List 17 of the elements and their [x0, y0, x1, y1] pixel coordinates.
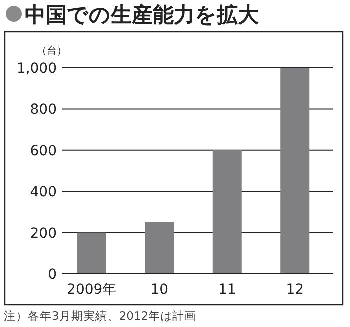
- y-tick-label: 800: [30, 102, 57, 118]
- y-tick-label: 0: [48, 267, 57, 283]
- chart-title: 中国での生産能力を拡大: [25, 3, 260, 27]
- bar: [77, 232, 106, 274]
- text: 注）各年3月期実績、2012年は計画: [4, 309, 197, 323]
- y-tick-label: 1,000: [16, 61, 57, 77]
- y-tick-label: 400: [30, 184, 57, 201]
- y-axis-title: （台）: [37, 45, 67, 57]
- x-tick-label: 12: [286, 282, 304, 298]
- bar: [145, 222, 174, 274]
- bar: [212, 150, 242, 274]
- x-tick-label: 11: [218, 282, 236, 298]
- x-tick-label: 10: [150, 282, 169, 298]
- x-tick-label: 2009年: [67, 282, 117, 298]
- bar: [280, 68, 310, 274]
- y-tick-label: 600: [30, 143, 57, 160]
- y-tick-label: 200: [30, 226, 57, 242]
